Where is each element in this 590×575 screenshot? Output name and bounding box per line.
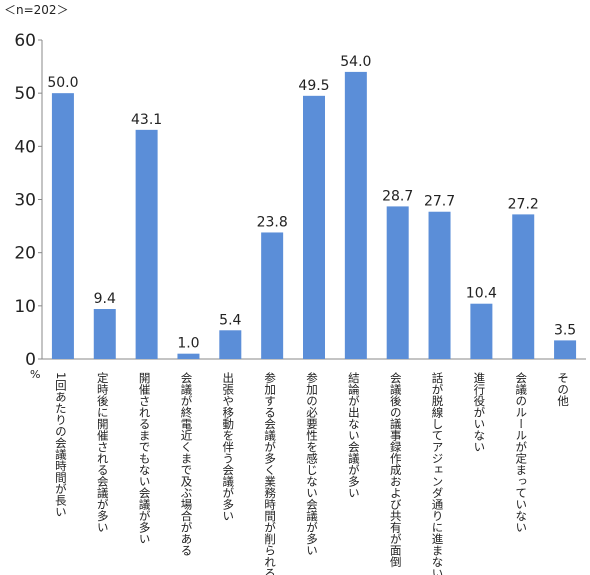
bar — [344, 71, 367, 360]
x-tick-label: 結論が出ない会議が多い — [347, 371, 361, 498]
value-label: 28.7 — [382, 188, 413, 204]
bar — [51, 93, 74, 360]
x-tick-label: 出張や移動を伴う会議が多い — [221, 371, 235, 521]
value-label: 10.4 — [466, 286, 497, 302]
y-unit: % — [30, 368, 40, 381]
x-tick-label: 参加する会議が多く業務時間が削られる — [263, 371, 277, 575]
sample-note: ＜n=202＞ — [4, 3, 69, 17]
bar — [428, 211, 451, 359]
value-label: 3.5 — [554, 322, 576, 338]
bar — [470, 303, 493, 359]
y-tick-label: 50 — [14, 84, 36, 104]
bar — [386, 206, 409, 359]
x-tick-label: 参加の必要性を感じない会議が多い — [305, 371, 319, 556]
x-tick-label: 会議後の議事録作成および共有が面倒 — [389, 372, 403, 568]
value-label: 1.0 — [177, 336, 199, 352]
value-label: 27.2 — [508, 196, 539, 212]
bar — [219, 330, 242, 359]
x-tick-label: その他 — [556, 372, 570, 407]
bar — [261, 232, 284, 359]
x-tick-label: 開催されるまでもない会議が多い — [138, 372, 152, 545]
y-tick-label: 40 — [14, 137, 36, 157]
value-label: 5.4 — [219, 312, 241, 328]
y-tick-label: 0 — [25, 350, 36, 370]
value-label: 54.0 — [340, 54, 371, 70]
value-label: 50.0 — [47, 75, 78, 91]
value-label: 27.7 — [424, 194, 455, 210]
x-tick-label: 進行役がいない — [472, 372, 486, 453]
x-tick-label: 会議が終電近くまで及ぶ場合がある — [179, 372, 193, 556]
y-tick-label: 10 — [14, 297, 36, 317]
value-label: 49.5 — [298, 78, 329, 94]
value-label: 43.1 — [131, 112, 162, 128]
value-label: 9.4 — [94, 291, 116, 307]
x-tick-label: 定時後に開催される会議が多い — [96, 371, 110, 533]
bar — [512, 214, 535, 359]
x-tick-label: 会議のルールが定まっていない — [514, 372, 528, 533]
y-tick-label: 20 — [14, 244, 36, 264]
bar — [177, 353, 200, 359]
bar — [135, 129, 158, 359]
x-tick-label: 1回あたりの会議時間が長い — [54, 372, 68, 517]
y-tick-label: 30 — [14, 191, 36, 211]
y-tick-label: 60 — [14, 31, 36, 51]
bar — [554, 340, 577, 359]
bar — [93, 309, 116, 359]
value-label: 23.8 — [257, 214, 288, 230]
x-tick-label: 話が脱線してアジェンダ通りに進まない — [431, 371, 445, 575]
bar — [303, 95, 325, 359]
